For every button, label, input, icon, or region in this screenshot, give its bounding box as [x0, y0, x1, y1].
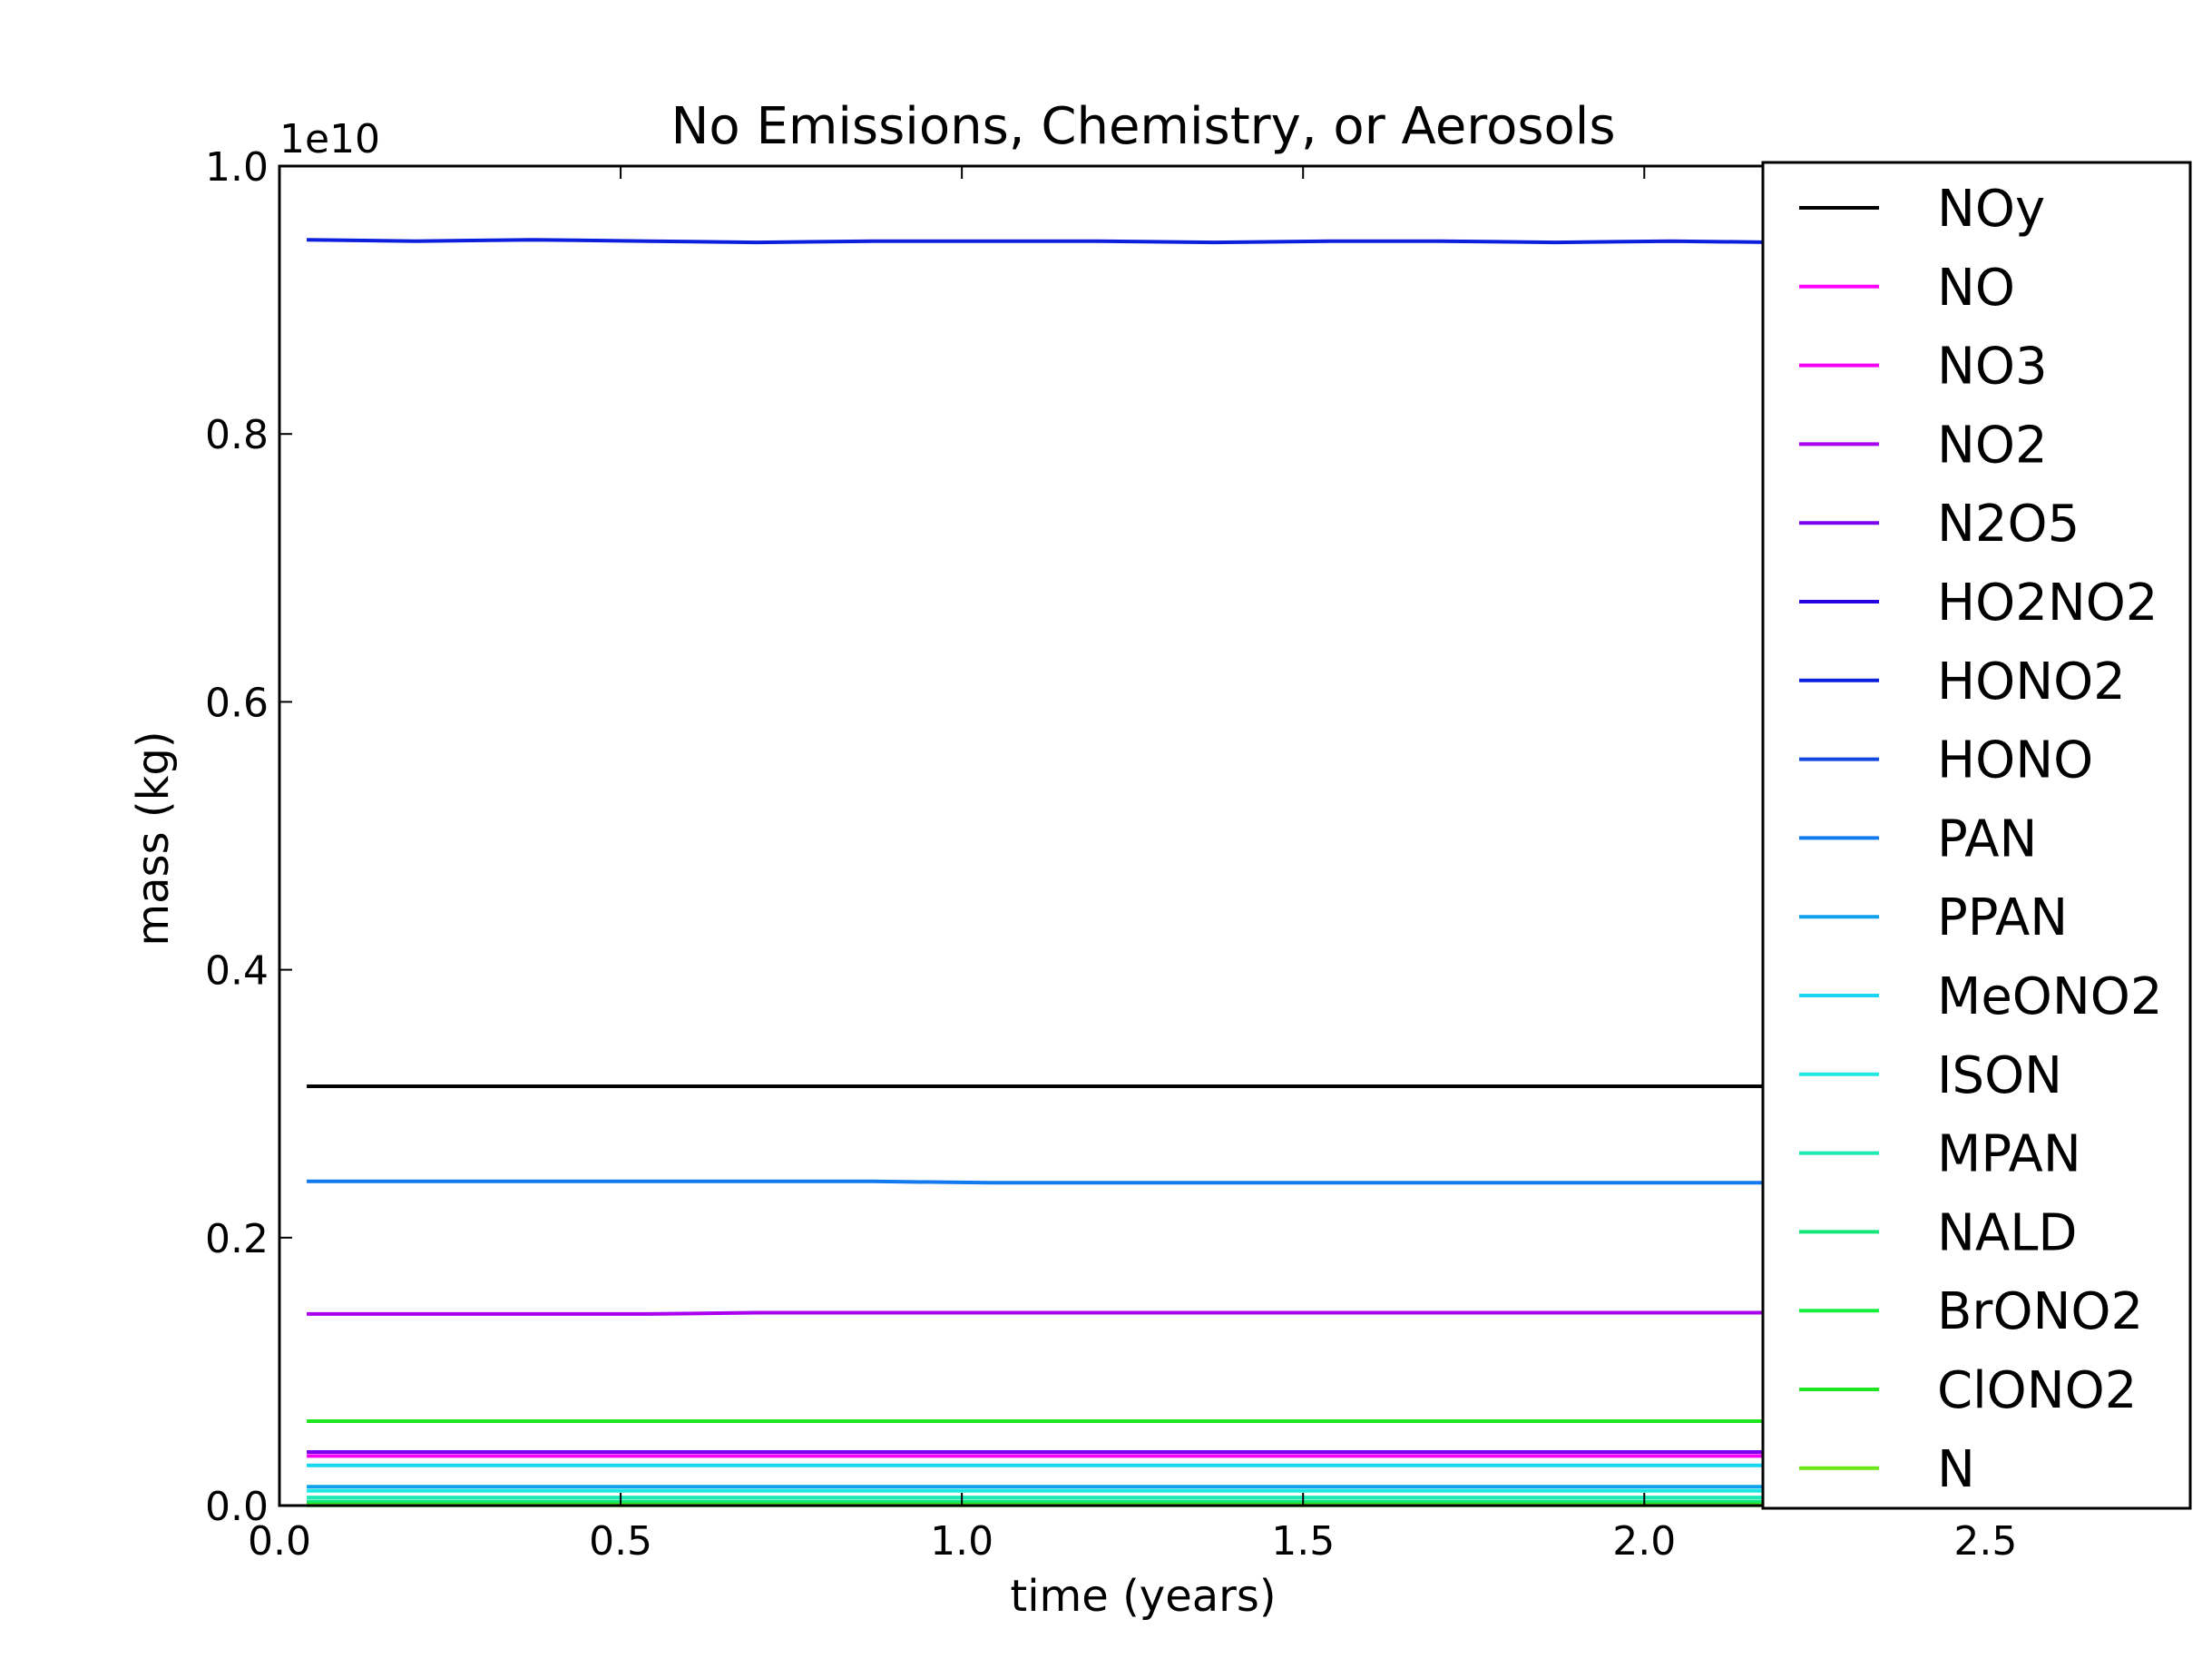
legend: NOy NO NO3 NO2 N2O5 HO2NO2 HONO2 HONO PAN PPAN MeO… — [1761, 161, 2192, 1510]
legend-label-meono2: MeONO2 — [1937, 967, 2162, 1026]
x-tick-label: 1.5 — [1271, 1518, 1335, 1565]
legend-label-brono2: BrONO2 — [1937, 1282, 2143, 1341]
legend-label-hono: HONO — [1937, 731, 2093, 790]
x-tick-label: 2.5 — [1953, 1518, 2017, 1565]
x-tick-label: 0.0 — [248, 1518, 311, 1565]
x-axis-label: time (years) — [1010, 1571, 1276, 1622]
legend-label-no2: NO2 — [1937, 416, 2048, 475]
legend-label-hono2: HONO2 — [1937, 652, 2126, 711]
axis-ticks: 0.0 0.5 1.0 1.5 2.0 2.5 0.0 0.2 0.4 0.6 0.8 1.0 — [205, 144, 2190, 1565]
legend-label-n: N — [1937, 1440, 1975, 1499]
legend-box — [1761, 161, 2192, 1510]
legend-label-ppan: PPAN — [1937, 888, 2068, 947]
y-offset-label: 1e10 — [279, 116, 380, 162]
y-tick-label: 1.0 — [205, 144, 269, 191]
legend-label-ho2no2: HO2NO2 — [1937, 574, 2158, 633]
legend-label-n2o5: N2O5 — [1937, 495, 2080, 554]
x-tick-label: 1.0 — [930, 1518, 993, 1565]
x-tick-label: 2.0 — [1612, 1518, 1676, 1565]
y-tick-label: 0.0 — [205, 1484, 269, 1530]
chart-title: No Emissions, Chemistry, or Aerosols — [670, 97, 1615, 156]
legend-label-no: NO — [1937, 259, 2015, 318]
legend-label-pan: PAN — [1937, 809, 2037, 868]
series-line-hono2 — [307, 238, 1781, 245]
y-tick-label: 0.8 — [205, 412, 269, 458]
legend-label-clono2: ClONO2 — [1937, 1361, 2137, 1420]
legend-label-noy: NOy — [1937, 180, 2045, 239]
legend-label-mpan: MPAN — [1937, 1125, 2081, 1184]
legend-label-no3: NO3 — [1937, 338, 2048, 397]
y-axis-label: mass (kg) — [128, 731, 179, 946]
y-tick-label: 0.2 — [205, 1216, 269, 1262]
y-tick-label: 0.4 — [205, 948, 269, 995]
y-tick-label: 0.6 — [205, 680, 269, 726]
series-line-no2 — [307, 1310, 1781, 1316]
legend-label-ison: ISON — [1937, 1046, 2062, 1105]
series-line-pan — [307, 1179, 1781, 1185]
legend-label-nald: NALD — [1937, 1203, 2078, 1262]
x-tick-label: 0.5 — [589, 1518, 652, 1565]
